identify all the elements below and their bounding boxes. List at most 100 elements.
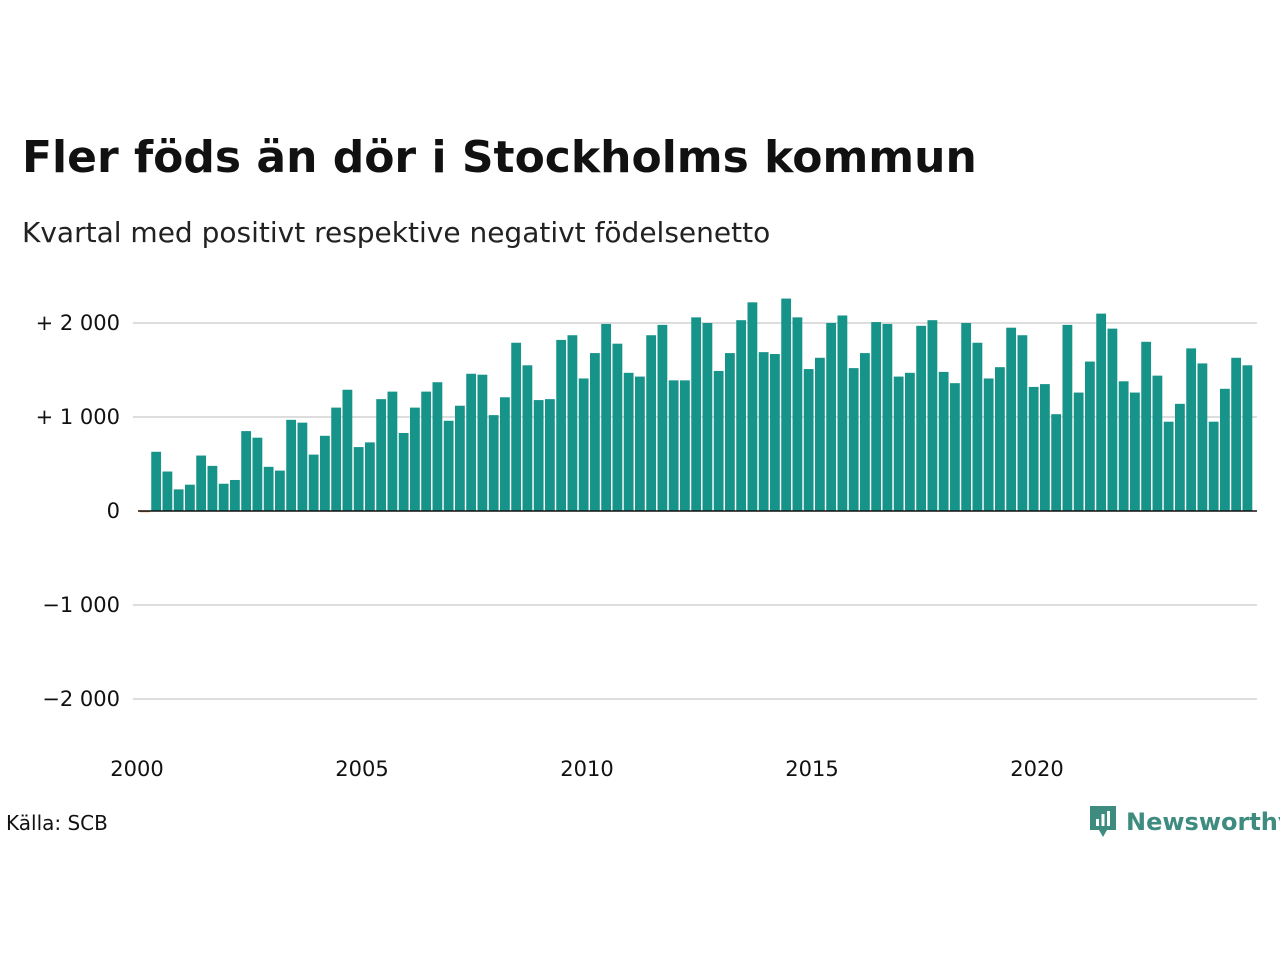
bar: [207, 465, 218, 511]
bar: [455, 405, 465, 511]
bar: [905, 372, 915, 511]
y-tick-label: 0: [107, 499, 120, 523]
bar: [758, 352, 769, 511]
bar: [410, 407, 420, 511]
bar: [691, 317, 702, 511]
y-tick-label: + 1 000: [36, 405, 120, 429]
y-axis-tick-labels: + 2 000 + 1 000 0 −1 000 −2 000: [36, 311, 120, 711]
bar: [747, 302, 758, 511]
bar: [1040, 384, 1050, 511]
bar: [443, 420, 454, 511]
bar: [466, 373, 477, 511]
bar: [545, 399, 555, 511]
source-note: Källa: SCB: [6, 811, 108, 835]
bar: [1152, 375, 1163, 511]
bar: [815, 357, 825, 511]
bar: [1096, 313, 1107, 511]
bar: [680, 380, 690, 511]
bar: [961, 323, 972, 511]
bar: [1118, 381, 1129, 511]
bar: [1017, 335, 1028, 511]
bar: [376, 399, 387, 511]
bar: [893, 376, 904, 511]
bar: [792, 317, 803, 511]
bar: [601, 323, 612, 511]
bar: [657, 324, 668, 511]
bar: [1242, 365, 1253, 511]
bar: [972, 342, 983, 511]
bar: [1085, 361, 1095, 511]
bar: [230, 479, 240, 511]
bar: [770, 354, 780, 511]
bar: [173, 489, 184, 511]
bar: [635, 376, 645, 511]
bar: [533, 400, 544, 511]
y-tick-label: + 2 000: [36, 311, 120, 335]
bar: [578, 378, 589, 511]
bar: [837, 315, 848, 511]
bar: [488, 415, 499, 511]
bar: [1231, 357, 1242, 511]
bar: [927, 320, 938, 511]
x-tick-label: 2015: [785, 757, 838, 781]
bar-chart: + 2 000 + 1 000 0 −1 000 −2 000 2000 2005 2010…: [36, 298, 1257, 781]
bar: [1062, 324, 1073, 511]
bar: [365, 442, 375, 511]
bar: [286, 419, 297, 511]
x-tick-label: 2000: [110, 757, 163, 781]
bar: [421, 391, 432, 511]
bar: [263, 466, 274, 511]
bar: [522, 365, 533, 511]
bar: [308, 454, 319, 511]
bar: [1141, 341, 1152, 511]
bar: [241, 431, 252, 511]
bar: [1130, 392, 1140, 511]
bar: [983, 378, 994, 511]
bar: [781, 298, 792, 511]
bar: [882, 323, 893, 511]
bar: [1220, 388, 1230, 511]
bar: [1028, 386, 1039, 511]
bar: [1107, 328, 1118, 511]
chart-title: Fler föds än dör i Stockholms kommun: [22, 132, 977, 183]
bar: [1208, 421, 1219, 511]
bar: [398, 432, 409, 511]
bar: [713, 370, 724, 511]
bar: [623, 372, 634, 511]
newsworthy-logo-icon: [1090, 806, 1116, 837]
bar: [1073, 392, 1084, 511]
bar: [567, 335, 578, 511]
bar: [252, 437, 263, 511]
bar: [297, 422, 308, 511]
bar: [196, 455, 207, 511]
bar: [646, 335, 657, 511]
bar: [860, 353, 870, 511]
bar: [1175, 403, 1185, 511]
bar: [1197, 363, 1208, 511]
bar: [612, 343, 623, 511]
bar: [702, 323, 713, 511]
bar: [556, 339, 567, 511]
bar: [950, 383, 960, 511]
bar: [185, 484, 195, 511]
y-tick-label: −2 000: [42, 687, 120, 711]
brand-name: Newsworthy: [1126, 808, 1280, 836]
bar: [320, 435, 330, 511]
bar: [725, 353, 735, 511]
bar: [871, 322, 882, 511]
bar: [826, 323, 837, 511]
bar: [477, 374, 488, 511]
bar: [151, 451, 162, 511]
bar: [387, 391, 398, 511]
bar: [1186, 348, 1197, 511]
bar: [938, 371, 949, 511]
bar: [331, 407, 342, 511]
bar: [1006, 327, 1017, 511]
bar: [218, 483, 229, 511]
bar: [916, 325, 927, 511]
bar: [590, 353, 600, 511]
bar: [736, 320, 747, 511]
bar: [162, 471, 173, 511]
bar: [1163, 421, 1174, 511]
bar: [995, 367, 1005, 511]
